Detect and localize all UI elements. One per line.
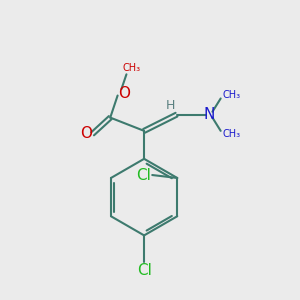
- Text: Cl: Cl: [137, 262, 152, 278]
- Text: Cl: Cl: [136, 167, 151, 182]
- Text: CH₃: CH₃: [122, 63, 140, 73]
- Text: H: H: [166, 99, 175, 112]
- Text: N: N: [204, 107, 215, 122]
- Text: O: O: [80, 126, 92, 141]
- Text: CH₃: CH₃: [223, 129, 241, 140]
- Text: CH₃: CH₃: [223, 90, 241, 100]
- Text: O: O: [118, 86, 130, 101]
